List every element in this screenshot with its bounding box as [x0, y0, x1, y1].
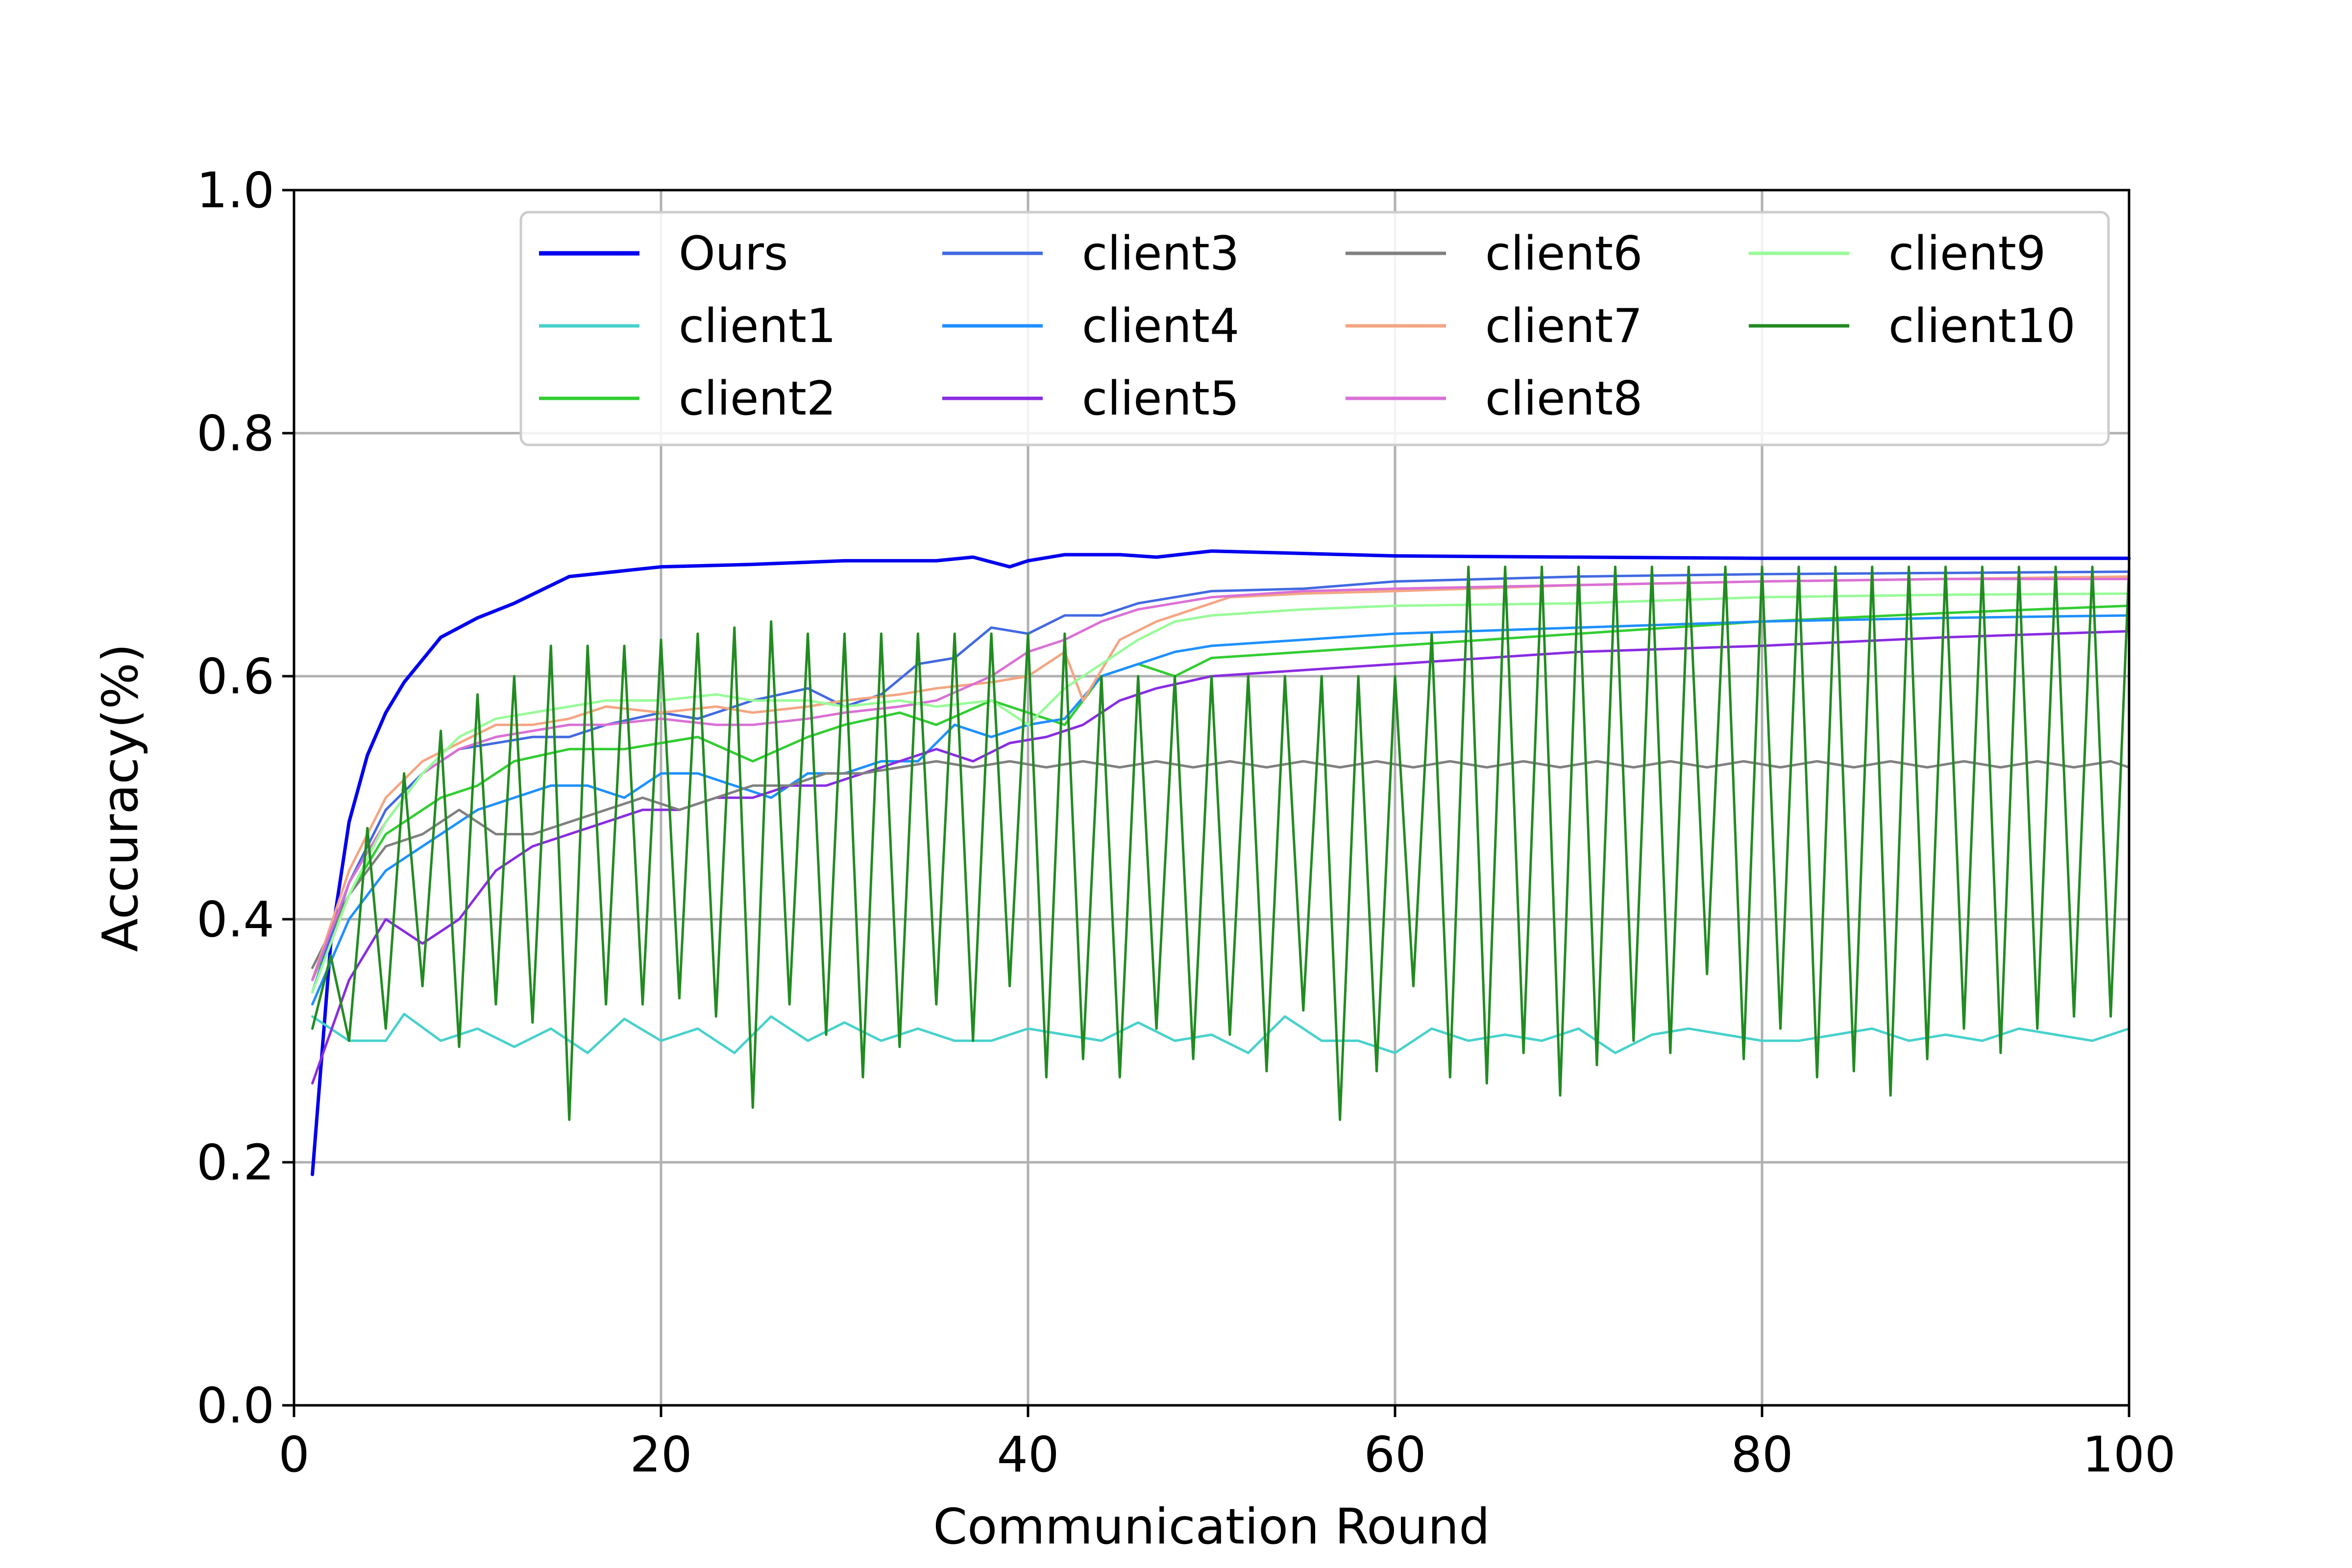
legend-label-client2: client2 — [679, 372, 836, 426]
series-line-client3 — [311, 570, 2131, 994]
series-line-client4 — [311, 614, 2131, 1006]
legend-label-client8: client8 — [1485, 372, 1642, 426]
legend-label-client3: client3 — [1082, 227, 1239, 281]
legend-box — [519, 211, 2110, 446]
series-line-client2 — [311, 604, 2131, 981]
series-line-client8 — [311, 578, 2131, 981]
series-lines — [311, 549, 2131, 1176]
y-tick-label: 0.6 — [196, 648, 274, 705]
series-line-client7 — [311, 575, 2131, 981]
legend-label-client10: client10 — [1888, 299, 2076, 353]
legend-label-client1: client1 — [679, 299, 836, 353]
x-axis-label: Communication Round — [933, 1498, 1490, 1555]
x-tick-label: 60 — [1364, 1426, 1426, 1483]
series-line-client1 — [311, 1012, 2131, 1054]
legend-label-client4: client4 — [1082, 299, 1239, 353]
legend: Ours client1 client2 client3 client4 client5 c… — [519, 211, 2110, 446]
legend-label-Ours: Ours — [679, 227, 788, 281]
legend-label-client7: client7 — [1485, 299, 1642, 353]
legend-label-client5: client5 — [1082, 372, 1239, 426]
series-line-Ours — [311, 549, 2131, 1176]
y-tick-label: 0.0 — [196, 1377, 274, 1434]
x-tick-label: 100 — [2082, 1426, 2176, 1483]
legend-label-client6: client6 — [1485, 227, 1642, 281]
x-tick-label: 40 — [997, 1426, 1059, 1483]
series-line-client9 — [311, 592, 2131, 994]
y-tick-label: 0.4 — [196, 891, 274, 948]
y-tick-label: 1.0 — [196, 162, 274, 219]
y-tick-label: 0.2 — [196, 1134, 274, 1191]
x-tick-label: 0 — [278, 1426, 310, 1483]
axis-ticks: 0 20 40 60 80 100 0.0 0.2 0.4 0.6 0.8 1.0 — [196, 162, 2176, 1483]
y-axis-label: Accuracy(%) — [92, 643, 149, 952]
x-tick-label: 20 — [630, 1426, 692, 1483]
series-line-client10 — [311, 565, 2131, 1121]
legend-label-client9: client9 — [1888, 227, 2046, 281]
x-tick-label: 80 — [1731, 1426, 1793, 1483]
plot-frame — [293, 189, 2131, 1407]
y-tick-label: 0.8 — [196, 405, 274, 462]
